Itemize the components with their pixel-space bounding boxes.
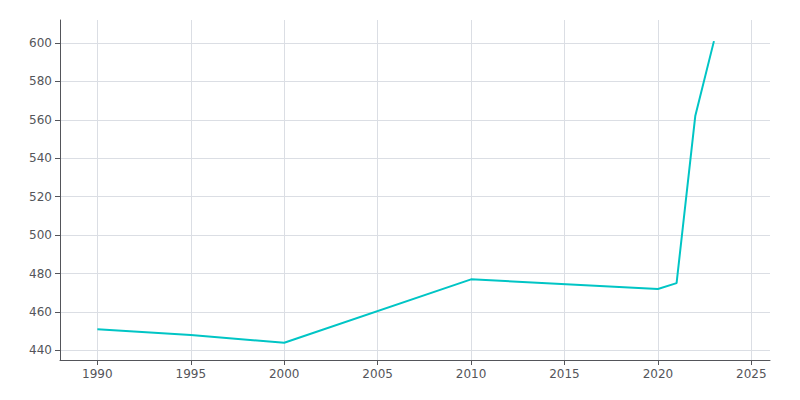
svg-text:2005: 2005 — [362, 367, 393, 381]
svg-text:2010: 2010 — [456, 367, 487, 381]
svg-text:1990: 1990 — [82, 367, 113, 381]
svg-text:580: 580 — [29, 74, 52, 88]
svg-text:2025: 2025 — [736, 367, 767, 381]
svg-text:560: 560 — [29, 113, 52, 127]
svg-text:1995: 1995 — [176, 367, 207, 381]
svg-text:460: 460 — [29, 305, 52, 319]
svg-text:440: 440 — [29, 343, 52, 357]
svg-text:2000: 2000 — [269, 367, 300, 381]
svg-text:600: 600 — [29, 36, 52, 50]
svg-text:480: 480 — [29, 267, 52, 281]
svg-text:500: 500 — [29, 228, 52, 242]
svg-text:2020: 2020 — [643, 367, 674, 381]
svg-text:540: 540 — [29, 151, 52, 165]
svg-text:520: 520 — [29, 190, 52, 204]
svg-text:2015: 2015 — [549, 367, 580, 381]
